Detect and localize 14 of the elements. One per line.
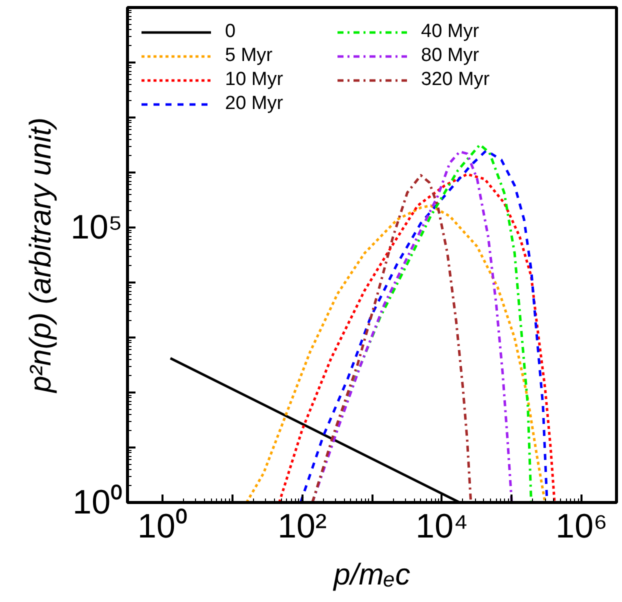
- y-axis-title: p²n(p) (arbitrary unit): [24, 117, 58, 394]
- legend-label: 20 Myr: [225, 93, 284, 115]
- x-tick-label: 10⁴: [416, 508, 468, 546]
- legend-label: 0: [225, 21, 237, 43]
- legend-label: 5 Myr: [225, 45, 274, 67]
- legend-label: 10 Myr: [225, 69, 284, 91]
- x-tick-label: 10⁰: [138, 508, 188, 546]
- x-axis-title: p/mₑc: [332, 558, 410, 592]
- legend-label: 80 Myr: [421, 45, 480, 67]
- legend-label: 320 Myr: [421, 69, 491, 91]
- x-tick-label: 10⁶: [556, 508, 608, 546]
- x-tick-label: 10²: [278, 508, 327, 546]
- legend-label: 40 Myr: [421, 21, 480, 43]
- y-tick-label: 10⁵: [70, 208, 123, 246]
